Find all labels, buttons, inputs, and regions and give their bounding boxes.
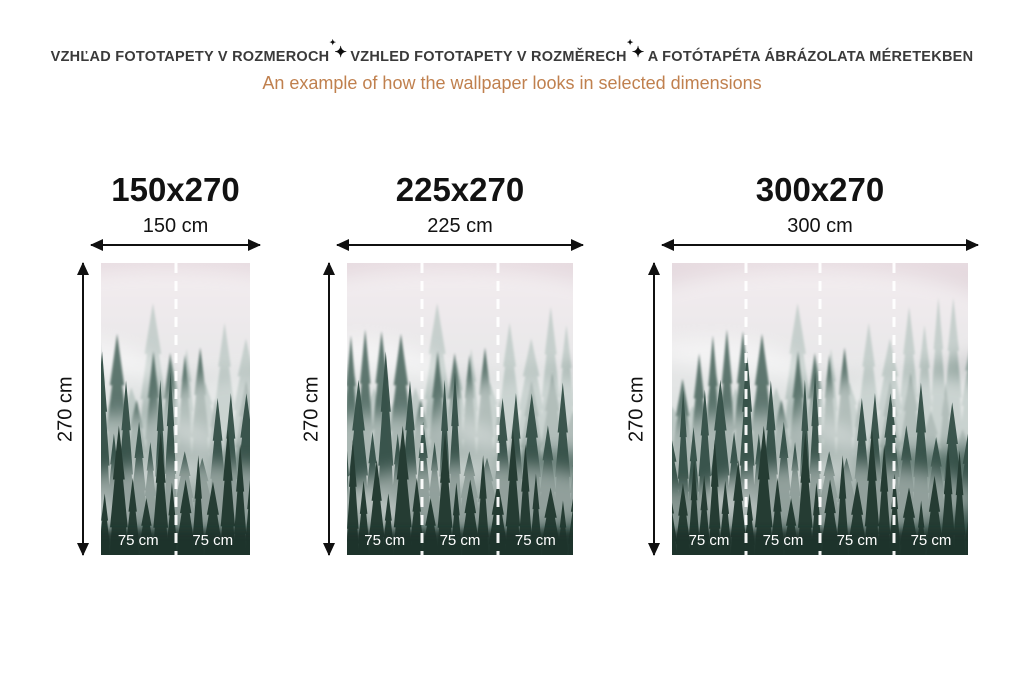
segment-label-row: 75 cm 75 cm 75 cm 75 cm <box>672 532 968 549</box>
height-arrow <box>647 262 660 556</box>
page-subtitle: An example of how the wallpaper looks in… <box>262 73 762 93</box>
header: VZHĽAD FOTOTAPETY V ROZMEROCH ✦ ✦ VZHLED FO… <box>0 39 1024 94</box>
panel-150x270: 150x270 150 cm 270 cm 75 cm 75 cm <box>55 171 261 556</box>
sparkle-small-star-icon: ✦ <box>329 38 337 47</box>
forest-wallpaper-image <box>347 268 573 555</box>
segment-width-label: 75 cm <box>688 532 730 549</box>
height-dimension-label: 270 cm <box>300 376 323 442</box>
sparkle-small-star-icon: ✦ <box>626 38 634 47</box>
segment-width-label: 75 cm <box>910 532 952 549</box>
panel-seam-divider <box>818 263 822 555</box>
panel-300x270: 300x270 300 cm 270 cm 75 cm 75 cm 75 cm … <box>626 171 979 556</box>
segment-width-label: 75 cm <box>514 532 556 549</box>
height-arrow <box>76 262 89 556</box>
title-part-hungarian: A FOTÓTAPÉTA ÁBRÁZOLATA MÉRETEKBEN <box>647 49 974 65</box>
panel-225x270: 225x270 225 cm 270 cm 75 cm 75 cm 75 cm <box>301 171 584 556</box>
title-part-czech: VZHLED FOTOTAPETY V ROZMĚRECH <box>350 49 627 65</box>
panel-title: 225x270 <box>395 171 525 208</box>
panel-title: 150x270 <box>111 171 240 208</box>
sparkle-icon: ✦ ✦ <box>329 39 348 63</box>
segment-label-row: 75 cm 75 cm 75 cm <box>347 532 573 549</box>
segment-width-label: 75 cm <box>836 532 878 549</box>
title-part-slovak: VZHĽAD FOTOTAPETY V ROZMEROCH <box>50 49 330 65</box>
width-arrow <box>336 238 584 251</box>
width-dimension-label: 150 cm <box>142 215 209 237</box>
width-dimension-label: 225 cm <box>427 215 493 237</box>
wallpaper-preview: 75 cm 75 cm 75 cm <box>347 263 573 555</box>
page-title: VZHĽAD FOTOTAPETY V ROZMEROCH ✦ ✦ VZHLED FO… <box>0 39 1024 66</box>
sparkle-icon: ✦ ✦ <box>627 39 646 63</box>
panel-seam-divider <box>496 263 500 555</box>
width-arrow <box>661 238 979 251</box>
sparkle-big-star-icon: ✦ <box>631 44 645 61</box>
width-arrow <box>90 238 261 251</box>
height-dimension-label: 270 cm <box>625 376 648 442</box>
height-arrow <box>322 262 335 556</box>
wallpaper-preview: 75 cm 75 cm <box>101 263 250 555</box>
panel-title: 300x270 <box>755 171 885 208</box>
panel-seam-divider <box>744 263 748 555</box>
segment-width-label: 75 cm <box>192 532 234 549</box>
panel-seam-divider <box>174 263 177 555</box>
width-dimension-label: 300 cm <box>787 215 853 237</box>
segment-width-label: 75 cm <box>762 532 804 549</box>
segment-label-row: 75 cm 75 cm <box>101 532 250 549</box>
wallpaper-preview: 75 cm 75 cm 75 cm 75 cm <box>672 263 968 555</box>
height-dimension-label: 270 cm <box>54 376 77 442</box>
sparkle-big-star-icon: ✦ <box>334 44 348 61</box>
segment-width-label: 75 cm <box>439 532 481 549</box>
segment-width-label: 75 cm <box>364 532 406 549</box>
panel-seam-divider <box>892 263 896 555</box>
panel-seam-divider <box>420 263 424 555</box>
segment-width-label: 75 cm <box>117 532 159 549</box>
